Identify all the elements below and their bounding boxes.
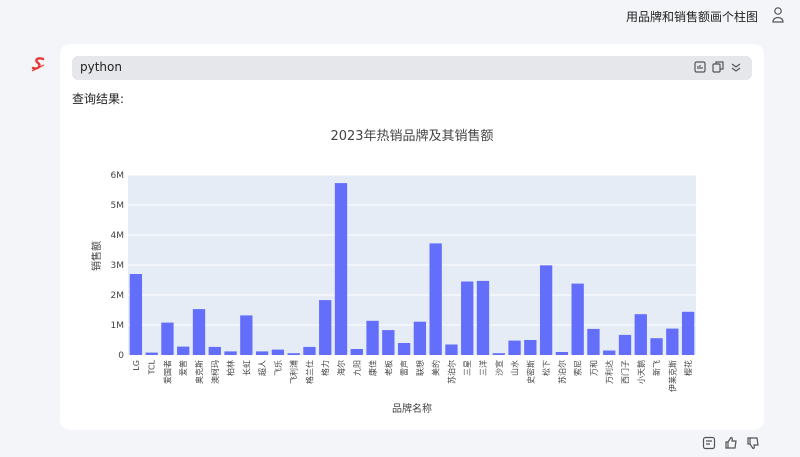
x-tick-label: 超人 [257,360,267,376]
x-tick-label: 九阳 [353,360,362,376]
comment-icon[interactable] [702,436,716,450]
x-tick-label: 爱普 [178,360,188,376]
x-tick-label: 澳柯玛 [210,360,220,384]
code-block-header[interactable]: python [72,56,752,80]
x-tick-label: 新飞 [652,360,662,376]
user-message: 用品牌和销售额画个柱图 [625,10,758,24]
bar[interactable] [461,281,474,356]
x-tick-label: 松下 [541,360,551,376]
response-card: python 查询结果: 2023年热销品牌及其销售额 0 1M 2M 3M 4M 5M 6… [60,44,764,430]
thumbs-up-icon[interactable] [724,436,738,450]
chevron-down-icon[interactable] [730,61,742,73]
x-tick-label: 康佳 [368,360,378,376]
result-label: 查询结果: [72,92,125,106]
bar[interactable] [539,265,553,355]
x-tick-label: 史密斯 [525,360,535,384]
bar[interactable] [634,314,647,355]
bar[interactable] [319,300,332,355]
bar[interactable] [208,346,221,355]
bar[interactable] [618,334,632,355]
x-tick-label: 三星 [463,360,472,376]
bar[interactable] [334,183,348,355]
user-icon[interactable] [770,6,786,24]
y-tick-label: 1M [111,321,125,331]
x-tick-label: 格力 [320,360,330,376]
x-tick-label: 万利达 [604,360,614,384]
x-tick-label: 爱国者 [163,360,172,384]
bar[interactable] [508,340,521,355]
bar[interactable] [571,283,584,355]
x-tick-label: 飞乐 [273,360,283,376]
x-tick-label: 美的 [431,360,441,376]
x-tick-label: 小天鹅 [636,360,646,384]
bar[interactable] [161,322,174,355]
run-icon[interactable] [694,61,706,73]
bar[interactable] [255,351,269,355]
y-tick-label: 2M [111,291,125,301]
code-language: python [80,60,122,74]
x-tick-label: 海尔 [336,360,346,376]
bar-chart: 2023年热销品牌及其销售额 0 1M 2M 3M 4M 5M 6M LG TCL 爱国者 爱普 奥克… [90,128,696,415]
bar[interactable] [177,346,190,355]
x-tick-label: LG [132,360,141,371]
bar[interactable] [240,315,253,355]
x-axis-label: 品牌名称 [392,402,432,415]
x-tick-label: 西门子 [620,360,630,384]
bar[interactable] [666,328,679,355]
bar[interactable] [145,352,158,355]
bar[interactable] [366,320,379,355]
bar[interactable] [445,344,458,356]
x-tick-label: TCL [148,359,157,375]
x-tick-label: 苏泊尔 [557,360,567,384]
bar[interactable] [555,352,569,355]
bar[interactable] [287,353,300,355]
chart-title: 2023年热销品牌及其销售额 [330,128,493,144]
x-tick-label: 樱花 [683,360,693,376]
bar[interactable] [129,274,143,355]
x-tick-label: 沙宣 [494,360,504,376]
x-tick-label: 山水 [510,360,520,376]
y-tick-label: 0 [118,351,124,361]
x-tick-label: 雷声 [399,360,409,376]
x-tick-label: 索尼 [573,360,583,376]
y-tick-label: 5M [111,201,125,211]
bar[interactable] [413,321,427,355]
bar[interactable] [350,349,363,355]
x-tick-label: 柏林 [226,360,236,376]
thumbs-down-icon[interactable] [746,436,760,450]
x-tick-label: 飞利浦 [289,360,299,384]
bar[interactable] [681,311,695,355]
bar[interactable] [492,353,505,355]
x-tick-label: 三洋 [478,360,488,376]
x-tick-label: 伊莱克斯 [667,360,677,392]
copy-icon[interactable] [712,61,724,73]
bar[interactable] [429,243,442,355]
x-tick-label: 苏泊尔 [446,360,456,384]
y-axis-label: 销售额 [90,241,103,271]
y-tick-label: 3M [111,261,125,271]
bar[interactable] [224,351,237,355]
x-tick-label: 联想 [415,360,425,376]
bar[interactable] [476,280,490,355]
bar[interactable] [397,343,411,355]
assistant-logo-icon [31,57,45,72]
x-tick-label: 老板 [383,360,393,376]
x-tick-label: 万和 [589,360,598,376]
y-tick-label: 4M [111,231,125,241]
x-tick-label: 奥克斯 [194,360,204,384]
bar[interactable] [271,349,285,355]
bar[interactable] [192,309,206,355]
bar[interactable] [303,346,316,355]
x-tick-label: 格兰仕 [304,360,314,384]
bar[interactable] [382,330,395,355]
bar[interactable] [587,328,600,355]
bar[interactable] [524,340,537,355]
x-tick-label: 长虹 [241,360,251,376]
bar[interactable] [650,338,663,355]
y-tick-label: 6M [111,171,125,181]
bar[interactable] [603,350,616,356]
